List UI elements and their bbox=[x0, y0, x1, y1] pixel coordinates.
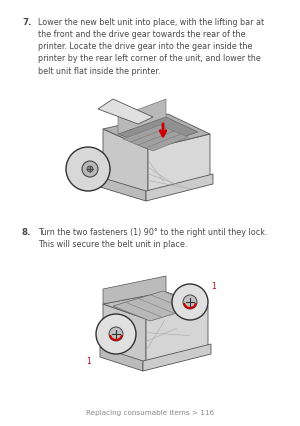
Polygon shape bbox=[113, 291, 200, 321]
Polygon shape bbox=[143, 344, 211, 371]
Circle shape bbox=[66, 148, 110, 192]
Polygon shape bbox=[103, 292, 208, 319]
Circle shape bbox=[96, 314, 136, 354]
Text: 1: 1 bbox=[86, 356, 91, 365]
Text: Replacing consumable items > 116: Replacing consumable items > 116 bbox=[86, 409, 214, 415]
Polygon shape bbox=[123, 126, 188, 152]
Text: 7.: 7. bbox=[22, 18, 32, 27]
Polygon shape bbox=[103, 115, 210, 150]
Polygon shape bbox=[103, 130, 148, 195]
Circle shape bbox=[183, 295, 197, 309]
Polygon shape bbox=[100, 347, 143, 371]
Circle shape bbox=[109, 327, 123, 341]
Circle shape bbox=[87, 167, 93, 173]
Polygon shape bbox=[146, 175, 213, 201]
Polygon shape bbox=[118, 118, 198, 148]
Text: Lower the new belt unit into place, with the lifting bar at
the front and the dr: Lower the new belt unit into place, with… bbox=[38, 18, 264, 75]
Polygon shape bbox=[148, 135, 210, 195]
Text: 8.: 8. bbox=[22, 227, 32, 236]
Polygon shape bbox=[103, 304, 146, 364]
Circle shape bbox=[82, 161, 98, 178]
Polygon shape bbox=[118, 100, 166, 135]
Text: 1: 1 bbox=[211, 281, 216, 290]
Polygon shape bbox=[100, 178, 146, 201]
Polygon shape bbox=[98, 100, 153, 125]
Polygon shape bbox=[103, 276, 166, 304]
Circle shape bbox=[172, 284, 208, 320]
Polygon shape bbox=[146, 306, 208, 364]
Text: Turn the two fasteners (1) 90° to the right until they lock.
This will secure th: Turn the two fasteners (1) 90° to the ri… bbox=[38, 227, 268, 248]
